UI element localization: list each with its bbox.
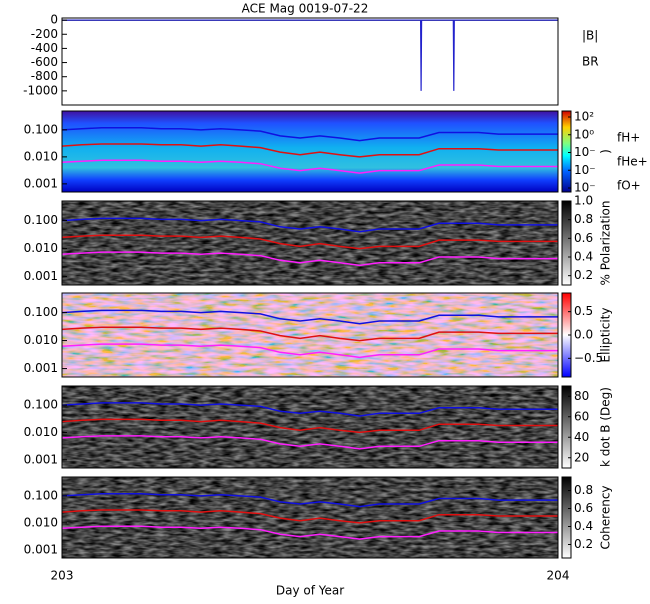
frequency-line xyxy=(61,126,558,142)
y-tick-label: 0.100 xyxy=(24,122,58,136)
spectrogram xyxy=(62,293,558,377)
legend-entry: |B| xyxy=(582,29,598,43)
legend-entry: fH+ xyxy=(617,131,640,145)
colorbar-tick-label: 0.8 xyxy=(574,483,593,497)
frequency-line xyxy=(61,143,558,158)
panel-frame xyxy=(61,200,559,286)
frequency-line xyxy=(61,234,558,250)
colorbar-tick-label: 1.0 xyxy=(574,194,593,208)
x-tick-label: 204 xyxy=(547,569,570,583)
colorbar-tick-label: −0.5 xyxy=(574,351,603,365)
colorbar-tick-label: 0.8 xyxy=(574,212,593,226)
frequency-line xyxy=(61,402,558,417)
frequency-line xyxy=(61,159,558,174)
spectrogram xyxy=(62,111,558,192)
spectrogram xyxy=(62,201,558,285)
x-tick-label: 203 xyxy=(51,569,74,583)
frequency-line xyxy=(61,418,558,434)
y-tick-label: 0.010 xyxy=(24,515,58,529)
y-tick-label: 0.010 xyxy=(24,149,58,163)
y-tick-label: -200 xyxy=(31,27,58,41)
colorbar-tick-label: 80 xyxy=(574,389,589,403)
colorbar-tick-label: 0.2 xyxy=(574,268,593,282)
colorbar-tick-label: 10⁻ xyxy=(574,181,596,195)
frequency-line xyxy=(61,251,558,267)
colorbar-tick-label: 0.5 xyxy=(574,304,593,318)
y-tick-label: -400 xyxy=(31,41,58,55)
x-axis-label: Day of Year xyxy=(276,584,344,598)
legend-entry: fHe+ xyxy=(617,155,648,169)
colorbar-label: Coherency xyxy=(599,485,613,549)
colorbar xyxy=(561,476,572,559)
frequency-line xyxy=(61,343,558,359)
colorbar-label: k dot B (Deg) xyxy=(599,387,613,467)
colorbar-tick-label: 0.0 xyxy=(574,328,593,342)
colorbar-tick-label: 0.2 xyxy=(574,537,593,551)
colorbar-tick-label: 0.4 xyxy=(574,519,593,533)
y-tick-label: 0.001 xyxy=(24,269,58,283)
y-tick-label: 0.100 xyxy=(24,213,58,227)
y-tick-label: 0.001 xyxy=(24,542,58,556)
colorbar-label: % Polarization xyxy=(599,201,613,286)
colorbar-label: Ellipticity xyxy=(599,308,613,363)
spectrogram xyxy=(62,477,558,558)
colorbar-tick-label: 0.6 xyxy=(574,231,593,245)
frequency-line xyxy=(61,525,558,540)
y-tick-label: 0 xyxy=(50,13,58,27)
panel-frame xyxy=(61,385,559,469)
colorbar xyxy=(561,110,572,193)
frequency-line xyxy=(61,217,558,233)
colorbar-tick-label: 0.4 xyxy=(574,250,593,264)
y-tick-label: 0.001 xyxy=(24,176,58,190)
panel-frame xyxy=(61,292,559,378)
frequency-line xyxy=(61,509,558,524)
y-tick-label: 0.010 xyxy=(24,425,58,439)
spectrogram xyxy=(62,386,558,468)
frequency-line xyxy=(61,435,558,450)
legend-entry: BR xyxy=(582,55,599,69)
y-tick-label: -1000 xyxy=(23,83,58,97)
line xyxy=(62,19,558,91)
y-tick-label: 0.100 xyxy=(24,488,58,502)
y-tick-label: -800 xyxy=(31,69,58,83)
colorbar-tick-label: 20 xyxy=(574,450,589,464)
colorbar-tick-label: 0.6 xyxy=(574,501,593,515)
y-tick-label: 0.010 xyxy=(24,241,58,255)
colorbar-label: ) xyxy=(599,149,613,154)
frequency-line xyxy=(61,326,558,342)
colorbar-tick-label: 10⁻ xyxy=(574,163,596,177)
y-tick-label: 0.001 xyxy=(24,361,58,375)
frequency-line xyxy=(61,309,558,325)
legend-entry: fO+ xyxy=(617,179,641,193)
y-tick-label: -600 xyxy=(31,55,58,69)
colorbar xyxy=(561,385,572,469)
frequency-line xyxy=(61,492,558,508)
colorbar-tick-label: 10⁻ xyxy=(574,145,596,159)
colorbar-tick-label: 10² xyxy=(574,110,594,124)
y-tick-label: 0.100 xyxy=(24,305,58,319)
y-tick-label: 0.100 xyxy=(24,398,58,412)
colorbar-tick-label: 40 xyxy=(574,430,589,444)
colorbar-tick-label: 60 xyxy=(574,409,589,423)
panel-frame xyxy=(61,110,559,193)
colorbar-tick-label: 10⁰ xyxy=(574,127,594,141)
panel-frame xyxy=(61,17,559,106)
y-tick-label: 0.001 xyxy=(24,452,58,466)
panel-frame xyxy=(61,476,559,559)
chart-title: ACE Mag 0019-07-22 xyxy=(242,2,369,16)
y-tick-label: 0.010 xyxy=(24,333,58,347)
colorbar xyxy=(561,200,572,286)
